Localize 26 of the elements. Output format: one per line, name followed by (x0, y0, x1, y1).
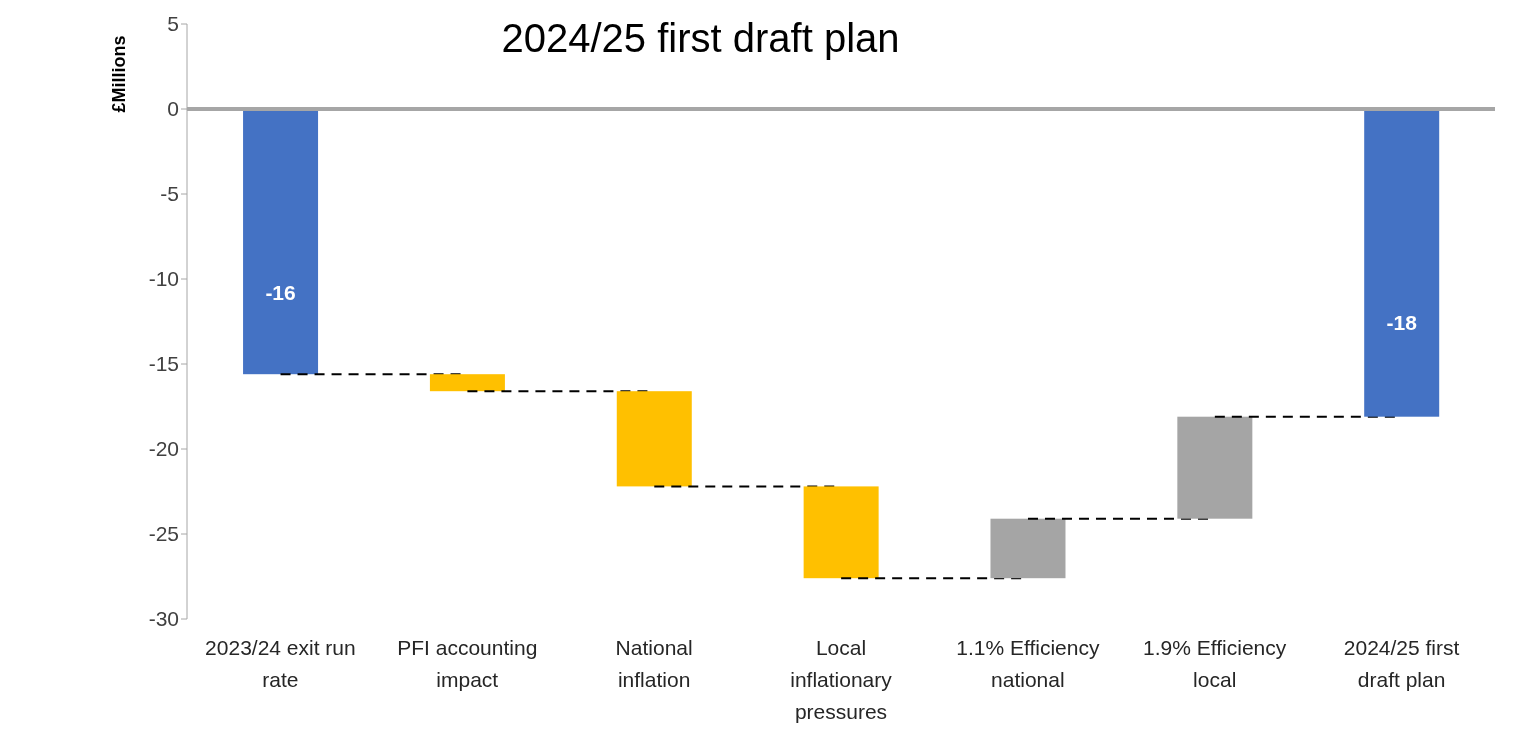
y-tick-label: -10 (148, 267, 179, 291)
bar (990, 518, 1066, 579)
y-tick-label: -5 (160, 182, 179, 206)
x-tick-label: PFI accounting impact (397, 636, 538, 691)
x-tick-label: 2024/25 first draft plan (1343, 636, 1460, 691)
y-tick-label: 0 (167, 97, 179, 121)
y-tick-label: -25 (148, 522, 179, 546)
data-label: -16 (265, 281, 296, 305)
bar (429, 374, 505, 392)
x-tick-label: Local inflationary pressures (790, 636, 893, 723)
y-axis-title: £Millions (109, 35, 129, 113)
y-tick-label: -15 (148, 352, 179, 376)
y-tick-label: -20 (148, 437, 179, 461)
bar (1364, 109, 1440, 417)
x-tick-label: National inflation (615, 636, 693, 691)
x-tick-label: 2023/24 exit run rate (205, 636, 356, 691)
x-tick-label: 1.9% Efficiency local (1143, 636, 1287, 691)
data-label: -18 (1386, 310, 1418, 334)
bar (243, 109, 319, 375)
bar (1177, 416, 1253, 519)
chart-title: 2024/25 first draft plan (501, 16, 900, 60)
y-tick-label: 5 (167, 12, 179, 36)
y-tick-label: -30 (148, 607, 179, 631)
bar (616, 391, 692, 487)
x-tick-label: 1.1% Efficiency national (956, 636, 1100, 691)
bar (803, 486, 879, 579)
